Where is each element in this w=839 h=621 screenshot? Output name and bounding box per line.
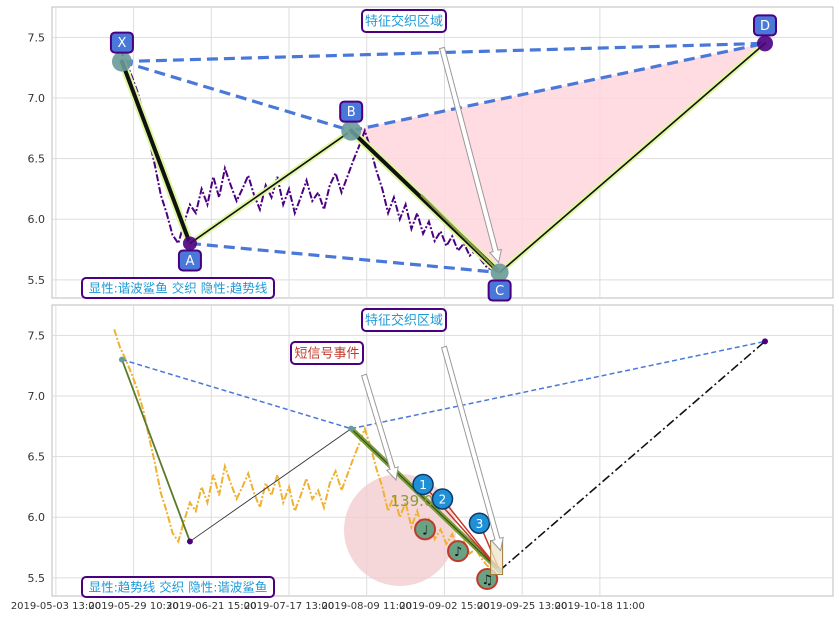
bottom-bc-line	[350, 428, 500, 571]
top-point-label-x: X	[109, 31, 134, 54]
top-point-c-marker	[490, 263, 509, 282]
bottom-number-text-1: 2	[439, 493, 447, 507]
top-point-label-c-box	[487, 279, 512, 302]
bottom-ytick-label-2: 6.5	[28, 451, 46, 464]
top-region-arrow	[438, 46, 503, 264]
bottom-note-circle-1	[447, 540, 470, 563]
bottom-price-series-0	[113, 328, 500, 572]
x-tick-label-3: 2019-07-17 13:00	[244, 601, 334, 612]
bottom-number-marker-1: 2	[431, 488, 454, 510]
bottom-point-a-marker	[186, 538, 193, 545]
top-legend-label-box	[81, 277, 275, 299]
bottom-region-label: 特征交织区域	[361, 308, 447, 332]
top-harmonic-dash-0	[121, 60, 352, 133]
x-tick-label-6: 2019-09-25 13:00	[477, 601, 567, 612]
bottom-point-d-marker	[762, 338, 769, 345]
x-tick-label-1: 2019-05-29 10:30	[89, 601, 179, 612]
bottom-number-marker-0: 1	[412, 473, 434, 496]
top-region-label: 特征交织区域	[361, 9, 447, 33]
top-point-label-b-box	[339, 100, 364, 123]
bottom-ytick-label-1: 6.0	[28, 511, 46, 524]
top-harmonic-dash-3	[189, 241, 500, 275]
top-leg-1	[189, 129, 352, 245]
top-region-label-box	[361, 9, 447, 33]
bottom-note-symbol-0: ♩	[422, 523, 428, 538]
bottom-legend-label: 显性:趋势线 交织 隐性:谐波鲨鱼	[81, 576, 275, 598]
bottom-note-symbol-1: ♪	[454, 545, 462, 560]
bottom-event-label: 短信号事件	[290, 341, 364, 365]
bottom-signal-line-1	[441, 498, 501, 572]
top-point-label-a-box	[177, 249, 202, 272]
x-tick-label-4: 2019-08-09 11:00	[322, 601, 412, 612]
bottom-note-symbol-2: ♫	[481, 573, 493, 588]
top-bcd-fill	[351, 43, 766, 273]
top-legend-label: 显性:谐波鲨鱼 交织 隐性:趋势线	[81, 277, 275, 299]
bottom-cd-line	[499, 340, 766, 572]
top-point-b-marker	[341, 120, 362, 141]
top-leg-0	[119, 59, 192, 246]
x-tick-label-2: 2019-06-21 15:00	[166, 601, 256, 612]
top-region-arrow-shape	[438, 46, 503, 264]
top-sub-trend	[420, 194, 501, 274]
top-point-a-marker	[182, 236, 197, 251]
bottom-leg-1	[189, 428, 352, 542]
bottom-leg-0	[121, 359, 191, 542]
bottom-note-circle-0	[414, 518, 437, 541]
bottom-legend-label-box	[81, 576, 275, 598]
top-point-label-d-text: D	[760, 19, 770, 34]
bottom-number-circle-1	[431, 488, 454, 510]
top-point-label-d: D	[753, 14, 778, 37]
bottom-number-circle-0	[412, 473, 434, 496]
x-tick-label-7: 2019-10-18 11:00	[555, 601, 645, 612]
bottom-number-marker-2: 3	[468, 512, 491, 534]
top-point-label-b-text: B	[347, 105, 356, 120]
bottom-legend-label-text: 显性:趋势线 交织 隐性:谐波鲨鱼	[89, 580, 268, 595]
top-leg-3	[498, 42, 766, 274]
bottom-ytick-label-4: 7.5	[28, 329, 46, 342]
bottom-event-arrow	[360, 373, 399, 482]
bottom-region-arrow	[440, 345, 504, 552]
bottom-event-arrow-shape	[360, 373, 399, 482]
top-point-label-c: C	[487, 279, 512, 302]
top-ytick-label-3: 7.0	[28, 92, 46, 105]
bottom-event-label-box	[290, 341, 364, 365]
x-tick-label-5: 2019-09-02 15:00	[399, 601, 489, 612]
top-ytick-label-2: 6.5	[28, 153, 46, 166]
top-point-x-marker	[111, 51, 132, 72]
bottom-note-marker-1: ♪	[447, 540, 470, 563]
top-region-label-text: 特征交织区域	[365, 14, 443, 30]
bottom-value-label: 139.0	[391, 492, 434, 510]
bottom-number-text-0: 1	[419, 478, 427, 492]
bottom-trend-dash-1	[351, 340, 766, 430]
x-tick-label-0: 2019-05-03 13:00	[11, 601, 101, 612]
top-point-label-c-text: C	[495, 284, 504, 299]
bottom-number-text-2: 3	[476, 517, 484, 531]
top-point-label-d-box	[753, 14, 778, 37]
top-point-label-a: A	[177, 249, 202, 272]
bottom-ytick-label-0: 5.5	[28, 572, 46, 585]
top-ytick-label-0: 5.5	[28, 274, 46, 287]
bottom-note-marker-0: ♩	[414, 518, 437, 541]
bottom-number-circle-2	[468, 512, 491, 534]
top-ytick-label-4: 7.5	[28, 31, 46, 44]
bottom-region-label-box	[361, 308, 447, 332]
top-point-label-x-box	[109, 31, 134, 54]
top-harmonic-dash-1	[121, 41, 766, 64]
top-price-series-0	[113, 38, 500, 274]
top-point-label-x-text: X	[117, 36, 126, 51]
bottom-region-arrow-shape	[440, 345, 504, 552]
top-harmonic-dash-2	[350, 41, 766, 133]
top-legend-label-text: 显性:谐波鲨鱼 交织 隐性:趋势线	[89, 281, 268, 296]
bottom-point-b-marker	[348, 425, 355, 432]
bottom-point-x-marker	[118, 356, 125, 363]
top-point-label-a-text: A	[185, 254, 194, 269]
top-point-d-marker	[757, 35, 774, 52]
bottom-ytick-label-3: 7.0	[28, 390, 46, 403]
bottom-event-label-text: 短信号事件	[294, 347, 359, 362]
top-ytick-label-1: 6.0	[28, 213, 46, 226]
bottom-region-label-text: 特征交织区域	[365, 313, 443, 329]
top-point-label-b: B	[339, 100, 364, 123]
